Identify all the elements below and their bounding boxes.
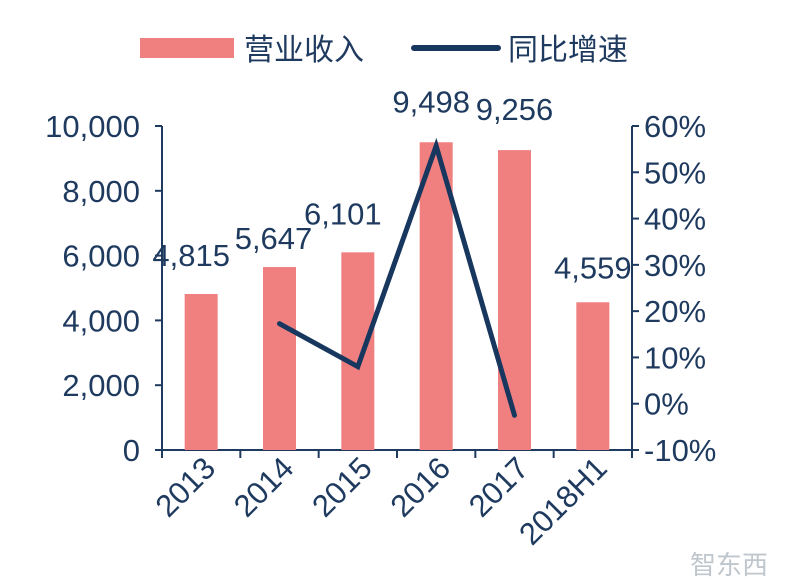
x-tick-label: 2013 [149,450,223,524]
legend: 营业收入 同比增速 [140,33,628,68]
bar [263,267,296,450]
y-left-tick-label: 8,000 [62,174,140,209]
y-right-tick-label: 40% [644,202,706,237]
plot-area: 0 2,000 4,000 6,000 8,000 10,000 -10% 0% 10% 20% 3… [45,84,716,551]
y-left-tick-label: 2,000 [62,368,140,403]
watermark: 智东西 [690,551,768,581]
bar-data-label: 6,101 [304,196,382,231]
bar-data-label: 5,647 [235,221,313,256]
y-left-tick-label: 4,000 [62,303,140,338]
bar-data-label: 4,815 [152,238,230,273]
bar-data-label: 9,498 [392,84,470,119]
growth-line [277,137,517,418]
x-tick-label: 2018H1 [512,450,614,552]
y-right-tick-label: 50% [644,155,706,190]
legend-bar-swatch [140,38,234,58]
bar [498,150,531,451]
y-left-tick-label: 6,000 [62,239,140,274]
y-right-tick-label: 10% [644,340,706,375]
legend-bar-label: 营业收入 [244,33,364,68]
bar [184,293,218,450]
y-right-tick-label: 30% [644,248,706,283]
bar [341,252,375,450]
y-right-tick-label: 20% [644,294,706,329]
x-tick-label: 2016 [384,450,458,524]
x-tick-label: 2017 [462,450,536,524]
y-right-tick-label: 60% [644,109,706,144]
x-tick-label: 2014 [227,450,301,524]
y-left-tick-label: 10,000 [45,109,140,144]
bar-data-label: 9,256 [476,92,554,127]
bar [576,302,610,450]
bar-data-label: 4,559 [554,250,632,285]
y-right-tick-label: -10% [644,433,716,468]
y-right-tick-label: 0% [644,387,689,422]
y-left-tick-label: 0 [123,433,140,468]
x-tick-label: 2015 [305,450,379,524]
legend-line-label: 同比增速 [508,33,628,68]
bar [419,142,453,450]
